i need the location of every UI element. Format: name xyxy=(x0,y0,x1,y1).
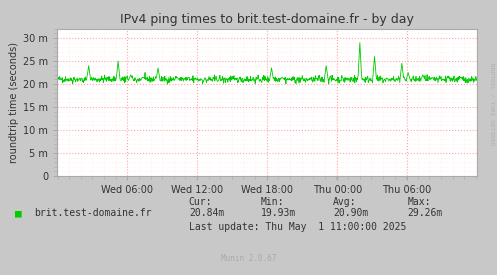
Text: Max:: Max: xyxy=(408,197,431,207)
Text: Min:: Min: xyxy=(261,197,284,207)
Text: Last update: Thu May  1 11:00:00 2025: Last update: Thu May 1 11:00:00 2025 xyxy=(189,222,406,232)
Text: brit.test-domaine.fr: brit.test-domaine.fr xyxy=(34,208,151,218)
Text: Avg:: Avg: xyxy=(333,197,356,207)
Title: IPv4 ping times to brit.test-domaine.fr - by day: IPv4 ping times to brit.test-domaine.fr … xyxy=(120,13,414,26)
Y-axis label: roundtrip time (seconds): roundtrip time (seconds) xyxy=(9,42,19,163)
Text: ■: ■ xyxy=(15,208,22,218)
Text: 20.90m: 20.90m xyxy=(333,208,368,218)
Text: Munin 2.0.67: Munin 2.0.67 xyxy=(221,254,276,263)
Text: 20.84m: 20.84m xyxy=(189,208,224,218)
Text: 29.26m: 29.26m xyxy=(408,208,443,218)
Text: 19.93m: 19.93m xyxy=(261,208,296,218)
Text: Cur:: Cur: xyxy=(189,197,212,207)
Text: RRDTOOL / TOBI OETIKER: RRDTOOL / TOBI OETIKER xyxy=(490,63,495,146)
